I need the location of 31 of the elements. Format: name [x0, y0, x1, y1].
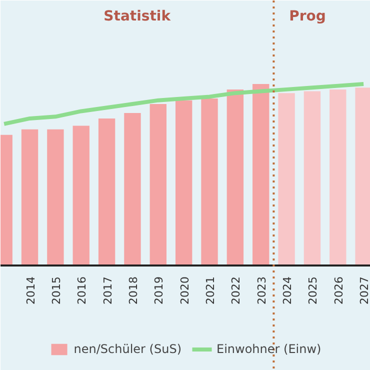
bar — [124, 113, 141, 266]
x-tick-label: 2023 — [255, 276, 268, 304]
x-tick-label: 2026 — [332, 276, 346, 304]
legend-label: Einwohner (Einw) — [216, 342, 322, 356]
bar — [150, 104, 166, 266]
bar — [304, 91, 321, 266]
bar — [252, 84, 270, 266]
x-tick-label: 2022 — [230, 276, 243, 304]
text: Statistik — [104, 8, 172, 24]
x-tick-label: 2016 — [76, 276, 89, 304]
bar — [98, 118, 116, 266]
x-tick-label: 2015 — [50, 276, 63, 304]
bar — [47, 129, 64, 266]
x-tick-label: 2024 — [281, 276, 294, 304]
bar — [175, 100, 192, 266]
x-tick-label: 2019 — [152, 276, 166, 304]
x-tick-label: 2018 — [126, 276, 140, 304]
bar — [21, 129, 38, 266]
x-tick-label: 2027 — [358, 276, 370, 304]
legend-label: nen/Schüler (SuS) — [74, 342, 182, 356]
x-tick-label: 2014 — [24, 276, 38, 304]
text: Prog — [289, 8, 326, 24]
x-tick-label: 2017 — [101, 276, 114, 304]
x-tick-label: 2020 — [178, 276, 192, 304]
bar — [278, 93, 295, 266]
bar — [201, 98, 218, 266]
bar — [330, 89, 346, 266]
bar — [72, 126, 90, 266]
x-tick-label: 2021 — [204, 276, 218, 304]
x-tick-label: 2025 — [306, 276, 320, 304]
bar — [226, 89, 244, 266]
